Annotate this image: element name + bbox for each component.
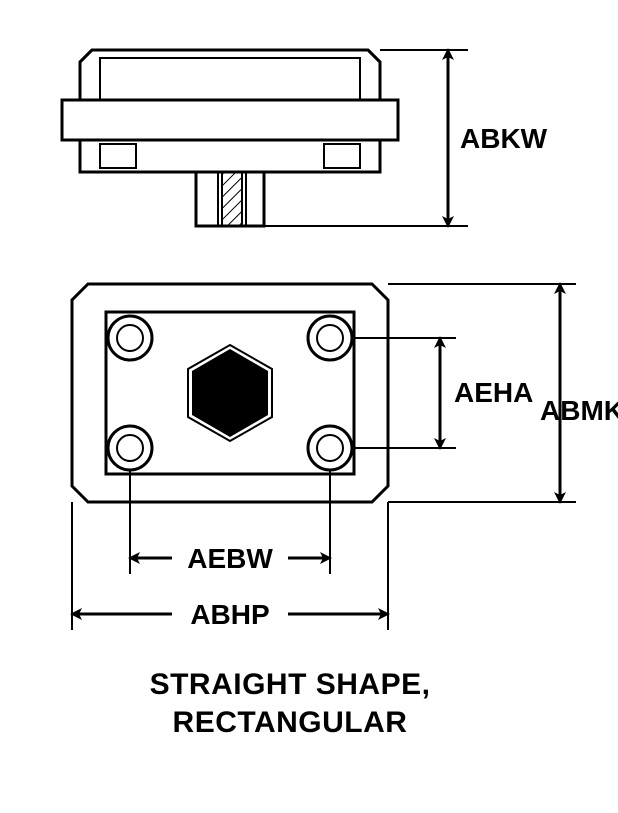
side-view [62, 50, 398, 226]
caption-line1: STRAIGHT SHAPE, [0, 666, 580, 704]
dim-aeha [352, 338, 456, 448]
top-view [72, 284, 388, 502]
label-abmk: ABMK [540, 395, 618, 426]
label-aeha: AEHA [454, 377, 533, 408]
caption: STRAIGHT SHAPE, RECTANGULAR [0, 666, 580, 741]
caption-line2: RECTANGULAR [0, 704, 580, 742]
label-aebw: AEBW [187, 543, 273, 574]
label-abkw: ABKW [460, 123, 548, 154]
dim-abkw [264, 50, 468, 226]
label-abhp: ABHP [190, 599, 269, 630]
diagram-container: ABKW AEHA ABMK [0, 0, 618, 813]
